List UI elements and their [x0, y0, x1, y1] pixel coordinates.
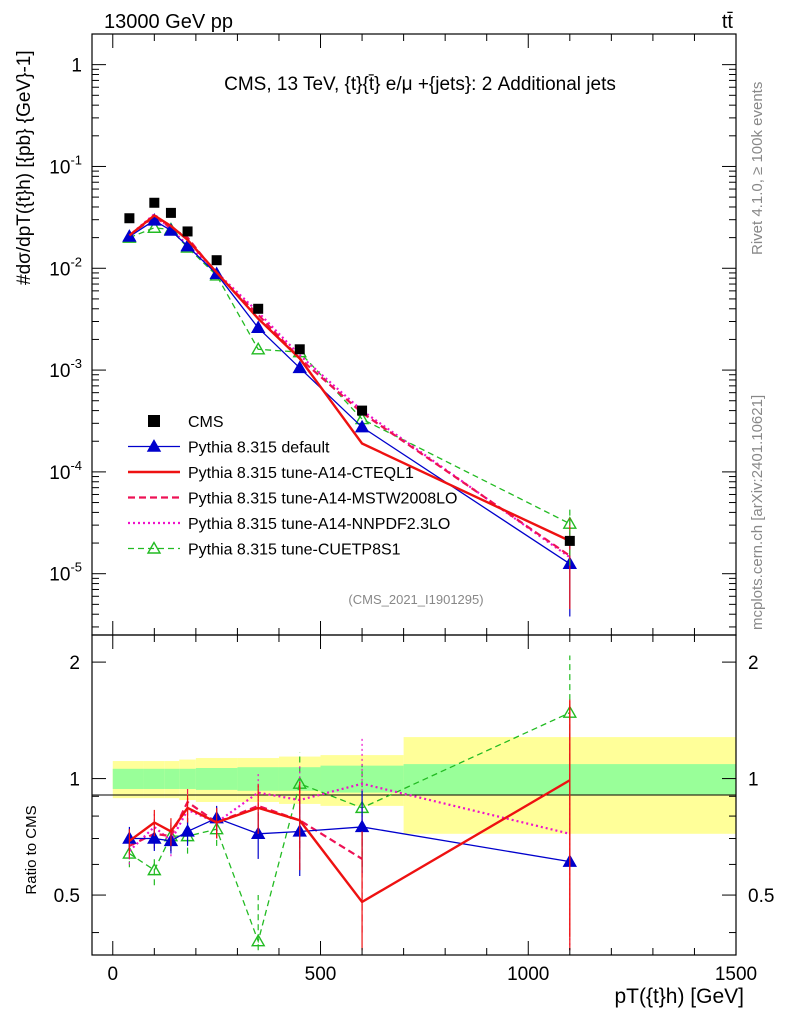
data-point: [182, 226, 193, 237]
x-axis-title: pT({t}h) [GeV]: [614, 985, 744, 1008]
ratio-panel-frame: [91, 634, 737, 956]
marker-cuetp8s1: [250, 341, 266, 355]
series-line-cuetp8s1: [129, 227, 571, 525]
data-uncertainty-bands: [112, 737, 736, 834]
ratio-marker-cuetp8s1: [250, 933, 266, 947]
legend-swatch-marker: [146, 541, 162, 554]
y-axis-title-ratio: Ratio to CMS: [23, 805, 40, 894]
legend-label: Pythia 8.315 tune-CUETP8S1: [188, 542, 401, 559]
y-tick-label: 10-1: [49, 152, 82, 178]
y-tick-label: 10-5: [49, 560, 82, 586]
main-panel-series: [122, 197, 578, 617]
ratio-marker-default: [354, 819, 370, 833]
marker-default: [122, 229, 137, 242]
process-label: tt̄: [722, 11, 734, 33]
marker-default: [250, 320, 266, 334]
legend-entry-cteql1: Pythia 8.315 tune-A14-CTEQL1: [128, 465, 414, 482]
legend-label: Pythia 8.315 tune-A14-NNPDF2.3LO: [188, 516, 450, 533]
band-inner-bin: [112, 768, 144, 789]
marker-cuetp8s1: [147, 220, 162, 233]
data-point: [253, 303, 264, 314]
marker-default: [292, 360, 307, 374]
x-tick-label: 1500: [715, 964, 757, 985]
data-point: [564, 535, 575, 546]
ratio-tick-label-right: 2: [748, 653, 759, 674]
marker-default: [180, 238, 195, 252]
band-inner-bin: [237, 767, 279, 791]
legend-entry-data: CMS: [148, 414, 224, 431]
series-line-cteql1: [128, 214, 571, 542]
data-point: [124, 213, 135, 224]
beam-label: 13000 GeV pp: [104, 11, 233, 33]
ratio-marker-default: [147, 831, 162, 844]
ratio-panel-series: [122, 655, 578, 951]
band-inner-bin: [179, 768, 196, 789]
data-point: [165, 207, 176, 218]
x-tick-label: 1000: [507, 964, 549, 985]
ratio-tick-label-left: 0.5: [54, 886, 80, 907]
y-tick-label: 10-4: [49, 458, 82, 484]
legend-entry-mstw: Pythia 8.315 tune-A14-MSTW2008LO: [128, 491, 457, 508]
series-line-default: [129, 219, 571, 565]
marker-default: [354, 419, 370, 433]
data-point: [357, 405, 368, 416]
axis-ticks: 0 500 1000 1500 1 10-1 10-2 10-3 10-4 10-5 0.5 0.5 1…: [49, 33, 774, 985]
analysis-id: (CMS_2021_I1901295): [348, 592, 483, 607]
x-tick-label: 500: [305, 964, 337, 985]
rivet-version-label: Rivet 4.1.0, ≥ 100k events: [749, 82, 766, 255]
legend-entry-default: Pythia 8.315 default: [128, 439, 330, 457]
band-inner-bin: [143, 768, 165, 789]
mcplots-reference-label: mcplots.cern.ch [arXiv:2401.10621]: [749, 395, 766, 630]
ratio-tick-label-right: 0.5: [748, 886, 774, 907]
y-tick-label: 10-3: [49, 356, 82, 382]
plot-title: CMS, 13 TeV, {t}{t̄} e/μ +{jets}: 2 Addi…: [224, 74, 616, 95]
ratio-marker-cuetp8s1: [147, 862, 162, 876]
y-tick-label: 10-2: [49, 254, 82, 280]
ratio-tick-label-left: 2: [69, 653, 80, 674]
data-point: [211, 255, 222, 266]
ratio-tick-label-right: 1: [748, 770, 759, 791]
marker-default: [147, 213, 162, 226]
legend-label: CMS: [188, 414, 224, 431]
band-inner-bin: [164, 768, 180, 789]
ratio-line-nnpdf: [128, 782, 571, 852]
legend-label: Pythia 8.315 default: [188, 440, 330, 457]
band-inner-bin: [195, 767, 238, 790]
y-tick-label: 1: [71, 56, 82, 77]
legend-entry-cuetp8s1: Pythia 8.315 tune-CUETP8S1: [128, 541, 401, 559]
legend-entry-nnpdf: Pythia 8.315 tune-A14-NNPDF2.3LO: [128, 516, 450, 533]
legend-swatch-marker: [146, 439, 162, 452]
data-point: [294, 344, 305, 355]
ratio-tick-label-left: 1: [69, 770, 80, 791]
x-tick-label: 0: [107, 964, 118, 985]
legend-label: Pythia 8.315 tune-A14-CTEQL1: [188, 465, 414, 482]
ratio-marker-default: [180, 824, 195, 837]
data-point: [149, 197, 160, 208]
y-axis-title-top: #dσ/dpT({t}h) [{pb} {GeV}-1]: [14, 50, 35, 285]
legend: CMS Pythia 8.315 default Pythia 8.315 tune…: [128, 414, 457, 559]
legend-label: Pythia 8.315 tune-A14-MSTW2008LO: [188, 491, 457, 508]
legend-swatch-square: [148, 415, 160, 427]
